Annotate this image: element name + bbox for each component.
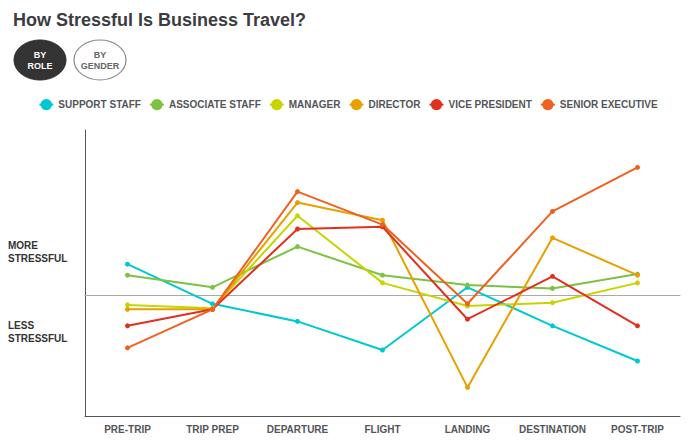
svg-text:PRE-TRIP: PRE-TRIP <box>104 424 151 435</box>
svg-text:ASSOCIATE STAFF: ASSOCIATE STAFF <box>169 99 261 110</box>
svg-text:ROLE: ROLE <box>27 61 52 71</box>
svg-text:POST-TRIP: POST-TRIP <box>611 424 664 435</box>
svg-text:MANAGER: MANAGER <box>289 99 341 110</box>
svg-text:How Stressful Is Business Trav: How Stressful Is Business Travel? <box>13 10 306 30</box>
svg-text:BY: BY <box>34 50 47 60</box>
svg-text:STRESSFUL: STRESSFUL <box>8 333 67 344</box>
svg-text:LESS: LESS <box>8 320 34 331</box>
svg-text:DIRECTOR: DIRECTOR <box>368 99 421 110</box>
svg-text:TRIP PREP: TRIP PREP <box>186 424 239 435</box>
svg-text:VICE PRESIDENT: VICE PRESIDENT <box>449 99 532 110</box>
svg-text:DEPARTURE: DEPARTURE <box>267 424 329 435</box>
svg-text:SUPPORT STAFF: SUPPORT STAFF <box>58 99 141 110</box>
svg-text:LANDING: LANDING <box>445 424 491 435</box>
svg-text:BY: BY <box>94 50 107 60</box>
svg-text:SENIOR EXECUTIVE: SENIOR EXECUTIVE <box>560 99 658 110</box>
svg-text:MORE: MORE <box>8 240 38 251</box>
svg-text:FLIGHT: FLIGHT <box>364 424 400 435</box>
svg-text:GENDER: GENDER <box>81 61 120 71</box>
svg-text:DESTINATION: DESTINATION <box>519 424 586 435</box>
svg-text:STRESSFUL: STRESSFUL <box>8 253 67 264</box>
